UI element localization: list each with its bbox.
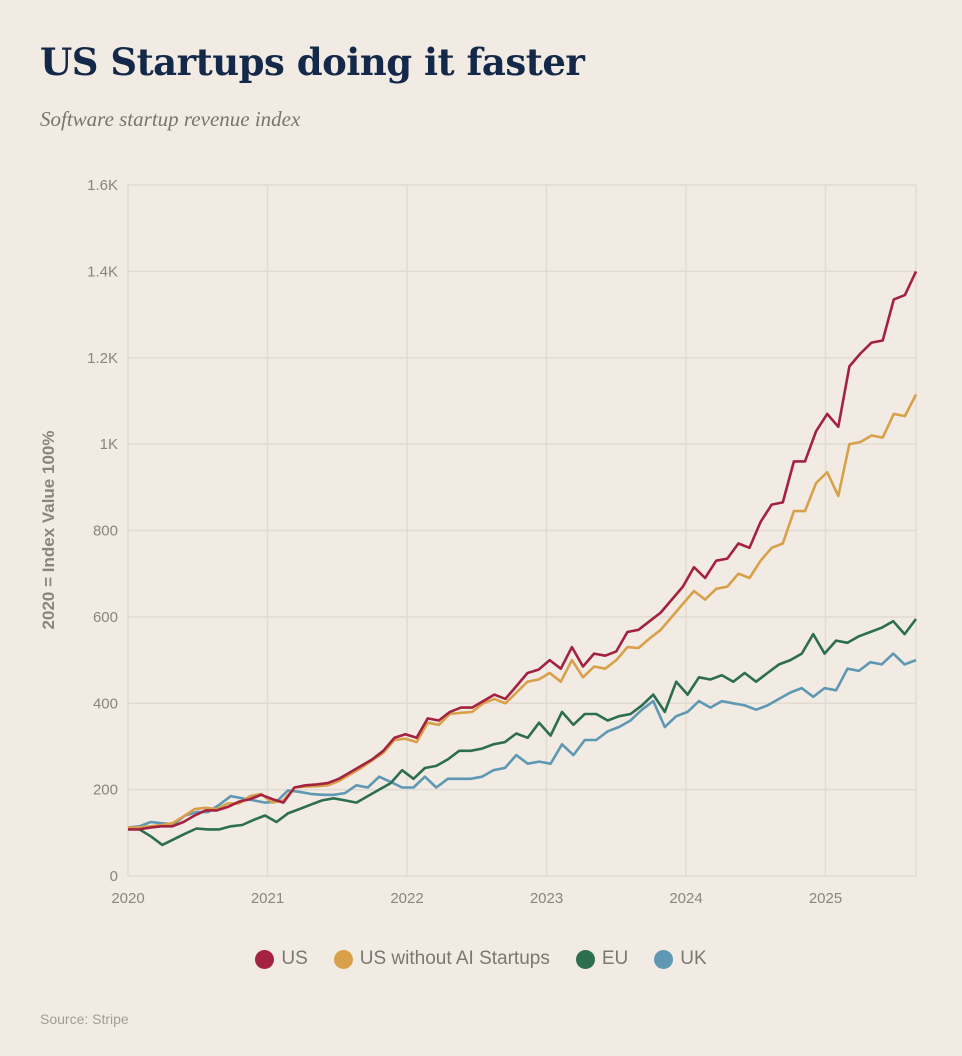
- y-tick-label: 1.6K: [87, 177, 118, 194]
- legend-swatch-us: [255, 949, 275, 969]
- y-tick-label: 1.4K: [87, 263, 118, 280]
- series-line-us: [128, 270, 918, 831]
- legend-label: US: [281, 948, 308, 969]
- series-line-us-without-ai-startups: [128, 393, 918, 829]
- legend-label: UK: [680, 948, 707, 969]
- chart-subtitle: Software startup revenue index: [40, 107, 301, 131]
- x-tick-label: 2020: [111, 890, 144, 907]
- legend-swatch-us-without-ai: [333, 949, 353, 969]
- y-tick-label: 0: [110, 868, 118, 885]
- series-line-eu: [127, 618, 918, 847]
- series-line-uk: [127, 652, 917, 829]
- gridlines: [127, 184, 917, 877]
- x-axis-ticks: 2020 2021 2022 2023 2024 2025: [111, 890, 842, 907]
- legend-item-us[interactable]: US: [255, 948, 308, 970]
- y-axis-label: 2020 = Index Value 100%: [39, 431, 58, 630]
- legend-label: US without AI Startups: [359, 948, 550, 969]
- y-axis-ticks: 0 200 400 600 800 1K 1.2K 1.4K 1.6K: [87, 177, 118, 885]
- y-tick-label: 200: [93, 782, 118, 799]
- chart-title: US Startups doing it faster: [40, 40, 585, 84]
- y-tick-label: 600: [93, 609, 118, 626]
- series-lines: [127, 270, 918, 847]
- y-tick-label: 1K: [100, 436, 118, 453]
- legend-item-eu[interactable]: EU: [575, 948, 629, 970]
- x-tick-label: 2025: [809, 890, 842, 907]
- y-tick-label: 800: [93, 523, 118, 540]
- x-tick-label: 2024: [669, 890, 702, 907]
- source-note: Source: Stripe: [40, 1011, 129, 1027]
- legend-label: EU: [601, 948, 629, 969]
- y-tick-label: 400: [93, 695, 118, 712]
- x-tick-label: 2022: [390, 890, 423, 907]
- legend-swatch-eu: [575, 949, 595, 969]
- x-tick-label: 2023: [530, 890, 563, 907]
- x-tick-label: 2021: [251, 890, 284, 907]
- legend-item-uk[interactable]: UK: [654, 948, 707, 970]
- legend-swatch-uk: [654, 949, 674, 969]
- legend: US US without AI Startups EU UK: [0, 948, 962, 970]
- y-tick-label: 1.2K: [87, 350, 118, 367]
- legend-item-us-without-ai[interactable]: US without AI Startups: [333, 948, 550, 970]
